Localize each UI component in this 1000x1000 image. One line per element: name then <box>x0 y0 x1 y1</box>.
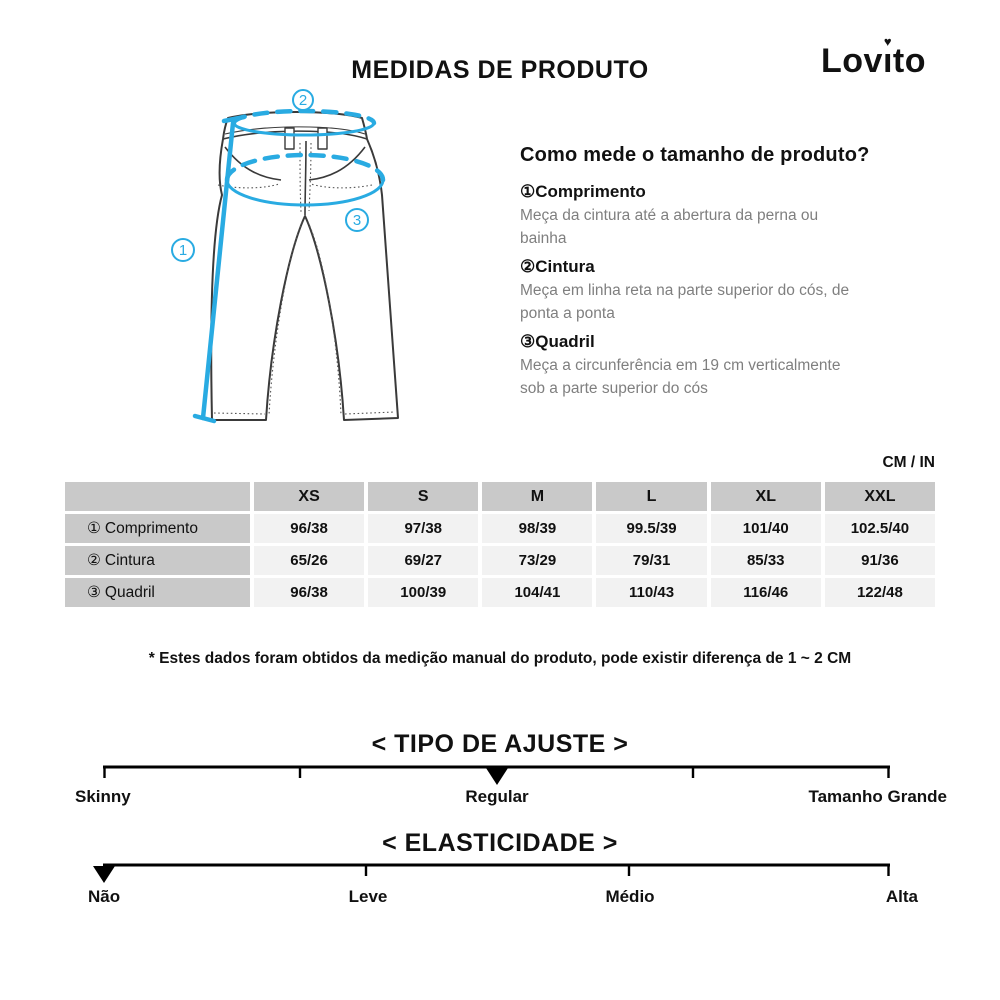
table-value: 73/29 <box>482 546 593 575</box>
column-header: XS <box>254 482 365 511</box>
row-header: ① Comprimento <box>65 514 250 543</box>
elasticity-scale-heading: < ELASTICIDADE > <box>382 829 618 857</box>
left-pocket-stitch <box>217 183 280 189</box>
fit-scale <box>103 765 890 785</box>
howto-section: Como mede o tamanho de produto? ①Comprim… <box>520 144 944 400</box>
table-value: 65/26 <box>254 546 365 575</box>
howto-item-label: ①Comprimento <box>520 182 646 201</box>
brand-logo: Lovı ♥ to <box>821 34 926 81</box>
length-measure-line <box>200 120 236 421</box>
fit-label-tamanho-grande: Tamanho Grande <box>808 787 947 806</box>
pants-silhouette <box>210 111 399 421</box>
column-header: XL <box>710 482 821 511</box>
inseam-stitch <box>268 221 303 416</box>
logo-text-post: to <box>892 42 926 80</box>
table-corner-cell <box>65 482 250 511</box>
length-measure-cap-bottom <box>192 413 217 424</box>
fit-scale-heading: < TIPO DE AJUSTE > <box>371 730 629 758</box>
row-header: ③ Quadril <box>65 578 250 607</box>
table-value: 69/27 <box>368 546 479 575</box>
logo-text-pre: Lov <box>821 42 883 80</box>
table-value: 85/33 <box>710 546 821 575</box>
size-table: XS S M L XL XXL ① Comprimento 96/38 97/38… <box>65 482 935 607</box>
hip-measure-ellipse-bottom <box>225 178 385 207</box>
elasticity-label-medio: Médio <box>605 887 655 906</box>
right-pocket-stitch <box>310 183 373 189</box>
marker-number-3: 3 <box>353 212 361 229</box>
fit-label-regular: Regular <box>465 787 529 806</box>
howto-item-label: ③Quadril <box>520 332 595 351</box>
row-header: ② Cintura <box>65 546 250 575</box>
belt-loop <box>317 127 328 150</box>
howto-item-desc: Meça a circunferência em 19 cm verticalm… <box>520 357 841 397</box>
table-value: 104/41 <box>482 578 593 607</box>
waistband-line <box>222 130 368 140</box>
table-value: 99.5/39 <box>596 514 707 543</box>
elasticity-label-leve: Leve <box>348 887 388 906</box>
fit-label-skinny: Skinny <box>75 787 131 806</box>
marker-circle-2 <box>292 89 314 111</box>
howto-item-label: ②Cintura <box>520 257 595 276</box>
elasticity-scale <box>93 863 890 883</box>
column-header: M <box>482 482 593 511</box>
table-value: 110/43 <box>596 578 707 607</box>
pants-measurement-diagram: 1 2 3 <box>171 89 399 424</box>
hem-stitch <box>213 412 266 415</box>
belt-loop <box>284 127 295 150</box>
table-value: 102.5/40 <box>824 514 935 543</box>
length-measure-cap-top <box>221 114 247 124</box>
table-value: 96/38 <box>254 578 365 607</box>
column-header: XXL <box>824 482 935 511</box>
column-header: L <box>596 482 707 511</box>
column-header: S <box>368 482 479 511</box>
elasticity-label-nao: Não <box>88 887 121 906</box>
table-value: 79/31 <box>596 546 707 575</box>
page-title: MEDIDAS DE PRODUTO <box>351 56 649 84</box>
table-value: 116/46 <box>710 578 821 607</box>
elasticity-scale-marker <box>93 866 115 883</box>
howto-item-desc: Meça da cintura até a abertura da perna … <box>520 207 819 247</box>
howto-item-desc: Meça em linha reta na parte superior do … <box>520 282 850 322</box>
elasticity-label-alta: Alta <box>885 887 918 906</box>
fly-line <box>304 140 307 216</box>
howto-heading: Como mede o tamanho de produto? <box>520 144 870 166</box>
measurement-footnote: * Estes dados foram obtidos da medição m… <box>148 650 852 667</box>
table-value: 101/40 <box>710 514 821 543</box>
table-value: 96/38 <box>254 514 365 543</box>
marker-number-1: 1 <box>179 242 187 259</box>
heart-icon: ♥ <box>883 34 893 49</box>
right-pocket <box>308 146 366 181</box>
marker-circle-1 <box>171 238 195 262</box>
table-value: 98/39 <box>482 514 593 543</box>
table-value: 100/39 <box>368 578 479 607</box>
logo-letter-i: ı ♥ <box>882 34 893 80</box>
fit-scale-marker <box>486 768 508 785</box>
table-value: 97/38 <box>368 514 479 543</box>
hip-measure-ellipse <box>224 152 386 183</box>
marker-circle-3 <box>345 208 369 232</box>
unit-label: CM / IN <box>882 454 935 471</box>
marker-number-2: 2 <box>299 92 307 109</box>
waist-measure-ellipse-bottom <box>232 121 376 137</box>
table-value: 91/36 <box>824 546 935 575</box>
table-value: 122/48 <box>824 578 935 607</box>
